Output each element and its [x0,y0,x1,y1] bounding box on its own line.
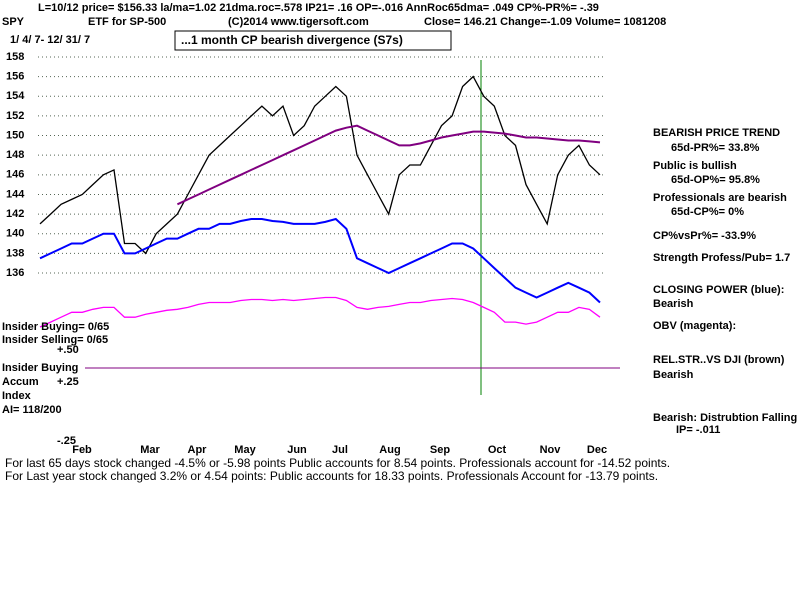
status-text: Bearish: Distrubtion Falling [653,412,797,424]
series-line [39,75,601,255]
status-text: Strength Profess/Pub= 1.7 [653,252,790,264]
status-text: CLOSING POWER (blue): [653,284,784,296]
y-tick-label: 136 [6,267,24,279]
x-tick-label: Mar [140,444,160,456]
left-label: +.25 [57,376,79,388]
y-tick-label: 154 [6,90,25,102]
y-tick-label: 148 [6,149,24,161]
x-tick-label: Aug [379,444,400,456]
y-tick-label: 158 [6,51,24,63]
status-text: Bearish [653,298,694,310]
y-tick-label: 146 [6,169,24,181]
status-text: 65d-OP%= 95.8% [671,174,760,186]
subtitle: ETF for SP-500 [88,16,166,28]
date-range: 1/ 4/ 7- 12/ 31/ 7 [10,34,90,46]
status-text: CP%vsPr%= -33.9% [653,230,756,242]
x-tick-label: May [234,444,256,456]
copyright: (C)2014 www.tigersoft.com [228,16,369,28]
left-label: Insider Buying= 0/65 [2,321,109,333]
y-tick-label: 152 [6,110,24,122]
x-tick-label: Oct [488,444,507,456]
x-tick-label: Jul [332,444,348,456]
signal-box [174,30,452,51]
left-label: -.25 [57,435,76,447]
y-tick-label: 142 [6,208,24,220]
left-label: AI= 118/200 [2,404,62,416]
status-text: IP= -.011 [676,424,720,436]
x-tick-label: Apr [188,444,208,456]
left-label: Insider Buying [2,362,78,374]
series-line [39,296,601,328]
quote: Close= 146.21 Change=-1.09 Volume= 10812… [424,16,666,28]
y-tick-label: 150 [6,129,24,141]
series-line [39,217,601,304]
x-tick-label: Nov [540,444,562,456]
x-tick-label: Jun [287,444,307,456]
x-tick-label: Sep [430,444,450,456]
footer-text: For Last year stock changed 3.2% or 4.54… [5,469,658,483]
status-text: BEARISH PRICE TREND [653,127,780,139]
symbol: SPY [2,16,25,28]
series-line [176,124,601,206]
left-label: Index [2,390,32,402]
status-text: OBV (magenta): [653,320,736,332]
status-text: Bearish [653,369,694,381]
signal-text: ...1 month CP bearish divergence (S7s) [181,33,403,47]
left-label: +.50 [57,344,79,356]
status-text: Public is bullish [653,160,737,172]
header: L=10/12 price= $156.33 la/ma=1.02 21dma.… [38,2,599,14]
status-text: Professionals are bearish [653,192,787,204]
status-text: 65d-PR%= 33.8% [671,142,760,154]
y-tick-label: 144 [6,188,25,200]
left-label: Insider Selling= 0/65 [2,334,108,346]
y-tick-label: 138 [6,247,24,259]
footer-text: For last 65 days stock changed -4.5% or … [5,456,670,470]
y-tick-label: 156 [6,71,24,83]
y-tick-label: 140 [6,228,24,240]
status-text: 65d-CP%= 0% [671,206,744,218]
x-tick-label: Feb [72,444,92,456]
x-tick-label: Dec [587,444,607,456]
left-label: Accum [2,376,39,388]
status-text: REL.STR..VS DJI (brown) [653,354,785,366]
